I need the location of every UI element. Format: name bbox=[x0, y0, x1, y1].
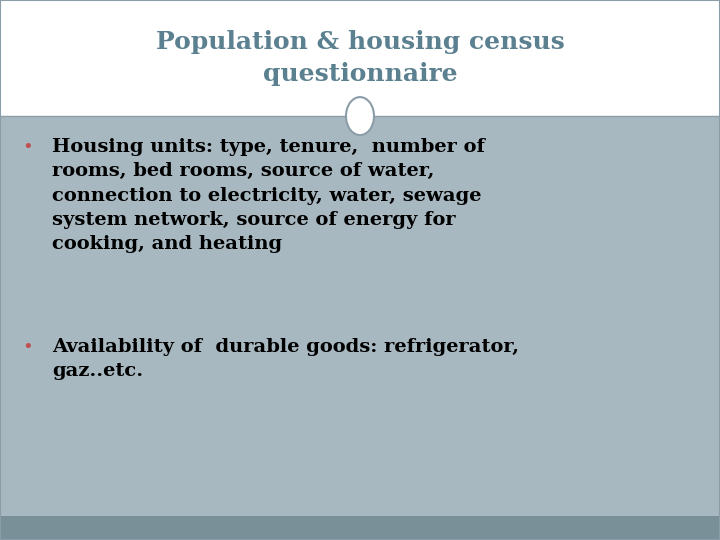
FancyBboxPatch shape bbox=[0, 0, 720, 116]
Text: Housing units: type, tenure,  number of
rooms, bed rooms, source of water,
conne: Housing units: type, tenure, number of r… bbox=[52, 138, 485, 253]
Text: •: • bbox=[22, 338, 33, 356]
FancyBboxPatch shape bbox=[0, 116, 720, 516]
Text: Availability of  durable goods: refrigerator,
gaz..etc.: Availability of durable goods: refrigera… bbox=[52, 338, 519, 380]
Ellipse shape bbox=[346, 97, 374, 135]
Text: •: • bbox=[22, 138, 33, 156]
FancyBboxPatch shape bbox=[0, 516, 720, 540]
Text: Population & housing census
questionnaire: Population & housing census questionnair… bbox=[156, 30, 564, 86]
